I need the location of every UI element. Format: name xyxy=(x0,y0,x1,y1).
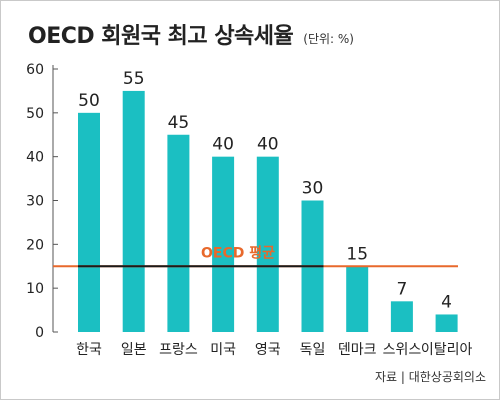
bar-6 xyxy=(346,266,369,332)
category-label-0: 한국 xyxy=(76,342,102,358)
y-tick-label-1: 10 xyxy=(26,281,44,297)
avg-line-label: OECD 평균 xyxy=(201,244,275,261)
unit-label: (단위: %) xyxy=(303,32,354,46)
bar-1 xyxy=(122,90,145,333)
data-label-0: 50 xyxy=(78,91,100,111)
y-tick-label-5: 50 xyxy=(26,106,44,122)
category-label-1: 일본 xyxy=(121,342,147,358)
data-label-1: 55 xyxy=(123,69,145,89)
category-label-7: 스위스 xyxy=(383,342,422,358)
data-label-8: 4 xyxy=(441,292,452,312)
data-label-5: 30 xyxy=(302,179,324,199)
data-label-3: 40 xyxy=(212,135,234,155)
bar-4 xyxy=(256,156,279,332)
bar-2 xyxy=(167,134,190,332)
category-label-8: 이탈리아 xyxy=(421,342,473,358)
data-label-4: 40 xyxy=(257,135,279,155)
category-label-2: 프랑스 xyxy=(159,342,198,358)
bar-3 xyxy=(212,156,235,332)
bar-0 xyxy=(78,112,100,332)
y-tick-label-6: 60 xyxy=(26,62,44,78)
y-tick-label-0: 0 xyxy=(35,325,44,341)
category-label-5: 독일 xyxy=(300,342,326,358)
category-label-4: 영국 xyxy=(255,342,281,358)
bar-8 xyxy=(435,314,458,332)
bar-7 xyxy=(390,301,413,332)
data-label-2: 45 xyxy=(168,113,190,133)
title-block: OECD 회원국 최고 상속세율 (단위: %) xyxy=(28,18,354,50)
data-label-7: 7 xyxy=(396,279,407,299)
source-note: 자료 | 대한상공회의소 xyxy=(374,370,486,384)
category-label-6: 덴마크 xyxy=(338,342,377,358)
y-tick-label-2: 20 xyxy=(26,237,44,253)
category-label-3: 미국 xyxy=(210,342,236,358)
chart-title: OECD 회원국 최고 상속세율 xyxy=(28,24,294,49)
y-tick-label-3: 30 xyxy=(26,194,44,210)
data-label-6: 15 xyxy=(346,244,368,264)
y-tick-label-4: 40 xyxy=(26,150,44,166)
